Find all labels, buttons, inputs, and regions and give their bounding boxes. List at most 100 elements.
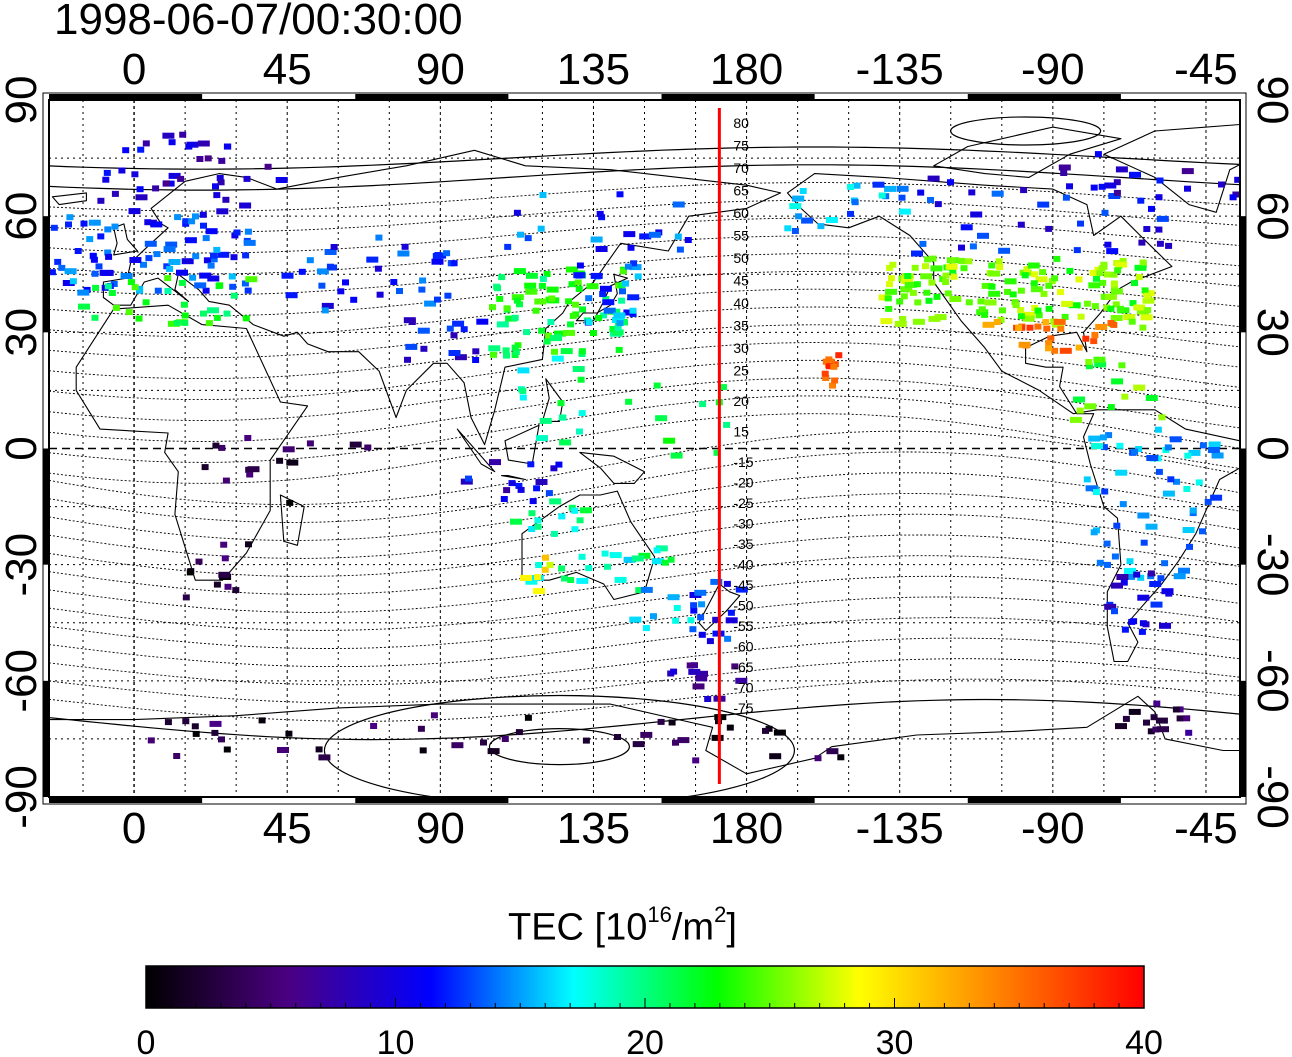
tec-cell [224, 143, 232, 150]
tec-cell [1146, 455, 1159, 461]
tec-cell [537, 225, 545, 232]
tec-cell [655, 415, 668, 422]
tec-cell [1161, 560, 1169, 567]
tec-cell [988, 262, 996, 269]
tec-cell [791, 228, 799, 234]
tec-cell [207, 262, 215, 269]
tec-cell [1099, 279, 1107, 286]
tec-cell [560, 348, 573, 355]
tec-cell [672, 739, 679, 746]
tec-cell [929, 255, 937, 262]
tec-cell [1173, 573, 1186, 580]
tec-cell [898, 194, 906, 201]
tec-cell [993, 319, 1001, 325]
tec-cell [1030, 280, 1038, 287]
tec-cell [128, 208, 141, 215]
tec-cell [604, 563, 611, 570]
contour-label: 25 [733, 363, 749, 379]
tec-cell [199, 211, 207, 218]
tec-cell [203, 257, 211, 264]
tec-cell [653, 382, 661, 389]
tec-cell [192, 213, 199, 220]
tec-cell [878, 294, 891, 301]
tec-cell [896, 298, 904, 305]
tec-cell [321, 307, 329, 314]
tec-cell [1156, 240, 1164, 247]
tec-cell [569, 312, 577, 319]
tec-cell [244, 435, 252, 441]
tec-cell [197, 140, 210, 147]
tec-cell [1026, 324, 1034, 331]
tec-cell [224, 583, 232, 590]
tec-cell [182, 218, 190, 225]
tec-cell [725, 617, 738, 624]
tec-cell [62, 280, 75, 286]
tec-cell [1110, 271, 1118, 278]
tec-cell [611, 317, 624, 323]
tec-cell [1069, 416, 1082, 423]
contour-labels: 80 75 70 65 60 55 50 45 40 35 30 25 20 15 -15 -20 -25 -30… [733, 115, 753, 716]
tec-cell [539, 192, 547, 198]
tec-cell [958, 244, 965, 251]
tec-cell [590, 330, 597, 336]
tec-cell [213, 192, 221, 199]
tec-cell [1095, 323, 1108, 330]
tec-cell [723, 580, 731, 587]
tec-cell [998, 247, 1011, 254]
tec-cell [546, 286, 559, 293]
tec-cell [1112, 301, 1120, 308]
tec-cell [200, 310, 207, 317]
contour-label: 60 [733, 205, 749, 221]
tec-cell [698, 631, 706, 638]
magnetic-contour-line [49, 146, 1240, 170]
tec-cell [136, 186, 144, 193]
tec-cell [546, 561, 554, 568]
tec-cell [602, 299, 615, 306]
tec-cell [958, 257, 966, 264]
tec-cell [110, 281, 118, 287]
tec-cell [1111, 378, 1124, 385]
tec-cell [653, 547, 661, 554]
tec-cell [239, 202, 252, 209]
tec-cell [601, 550, 609, 557]
tec-cell [1113, 179, 1121, 186]
frame-tick-bar [43, 448, 48, 565]
tec-cell [543, 271, 551, 277]
tec-cell [949, 257, 957, 264]
tec-cell [513, 268, 526, 275]
tec-cell [1167, 476, 1175, 483]
tec-cell [1103, 271, 1111, 278]
tec-cell [630, 260, 638, 267]
tec-cell [1101, 488, 1109, 495]
tec-cell [1148, 205, 1155, 212]
tec-cell [572, 301, 580, 308]
contour-label: -50 [733, 598, 753, 614]
tec-cell [1037, 201, 1050, 208]
contour-label: 15 [733, 424, 749, 440]
tec-cell [511, 294, 524, 301]
frame-tick-bar [43, 680, 48, 797]
tec-cell [533, 485, 541, 492]
tec-cell [724, 635, 732, 642]
tec-cell [1141, 287, 1149, 294]
left-lat-tick-label: 0 [0, 436, 46, 460]
tec-cell [298, 268, 306, 275]
coastlines [49, 123, 1240, 797]
tec-cell [111, 190, 119, 197]
tec-cell [622, 280, 629, 287]
tec-cell [513, 209, 521, 216]
tec-cell [888, 275, 895, 282]
contour-label: -60 [733, 639, 753, 655]
tec-cell [1157, 726, 1169, 733]
tec-cell [576, 428, 583, 435]
tec-cell [1115, 723, 1127, 730]
tec-cell [1060, 170, 1068, 176]
tec-cell [977, 232, 989, 239]
tec-cell [919, 240, 927, 247]
tec-cell [1207, 447, 1220, 453]
tec-cell [944, 290, 952, 297]
tec-cell [694, 589, 707, 596]
tec-cell [142, 299, 150, 306]
tec-cell [609, 326, 617, 332]
